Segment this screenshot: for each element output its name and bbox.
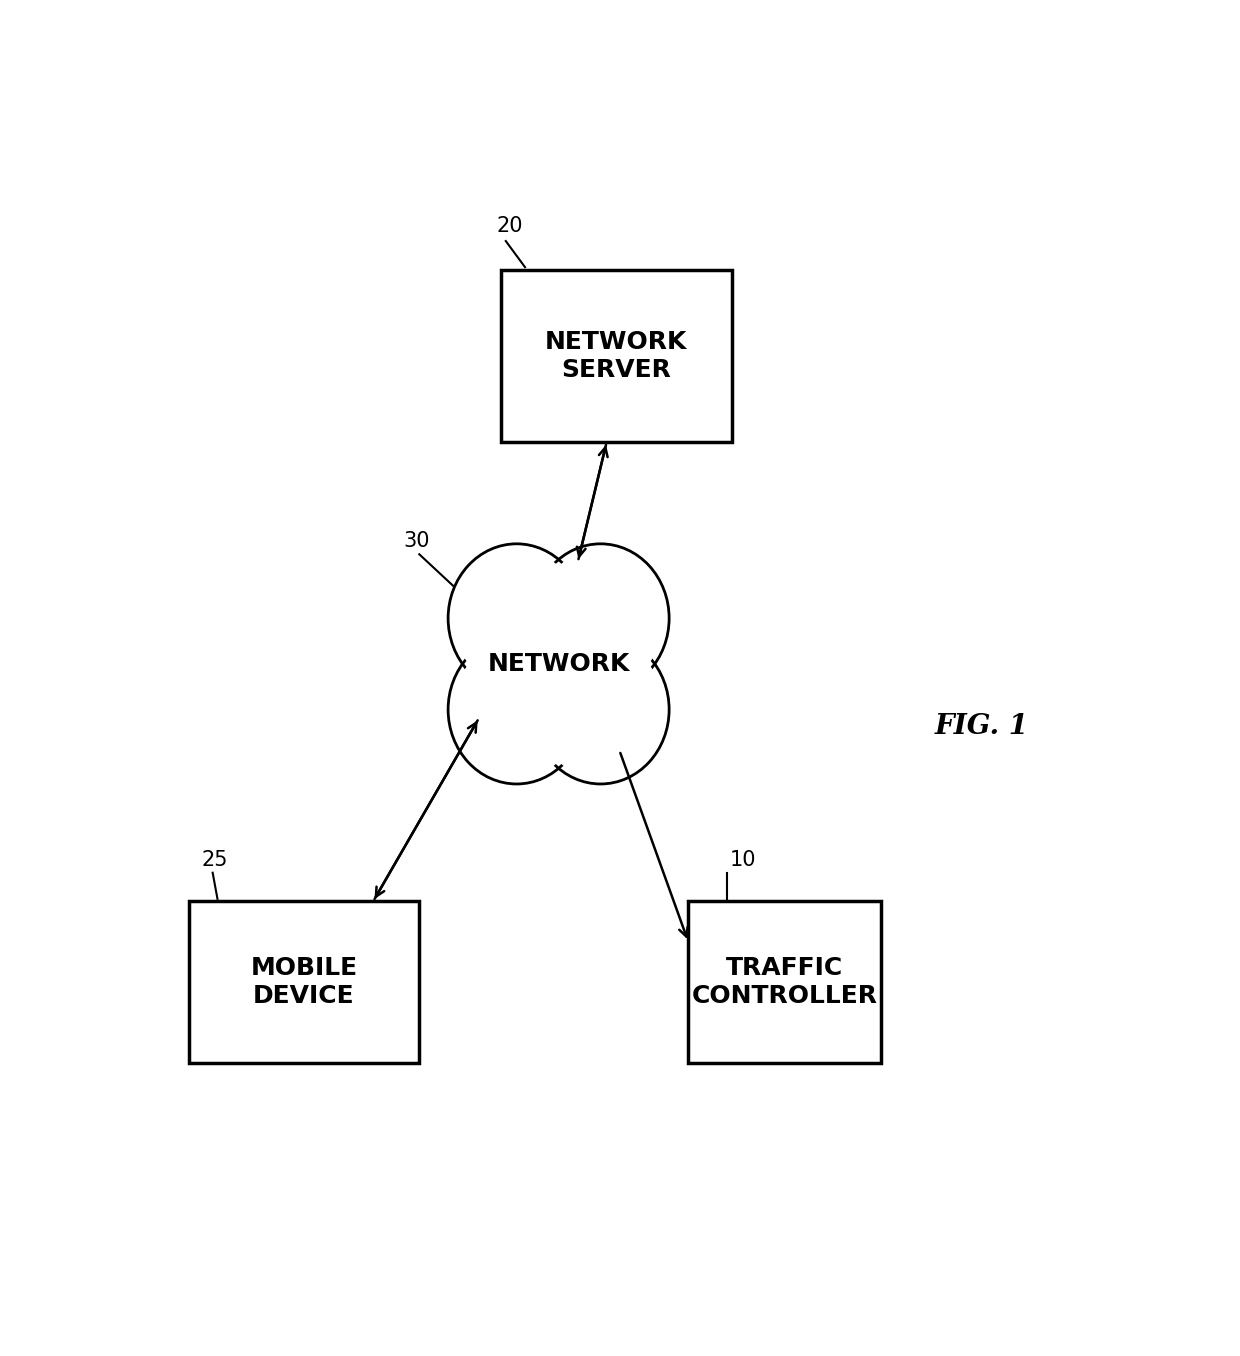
FancyBboxPatch shape <box>688 902 880 1063</box>
Circle shape <box>454 549 579 686</box>
Text: TRAFFIC
CONTROLLER: TRAFFIC CONTROLLER <box>692 956 878 1009</box>
FancyBboxPatch shape <box>501 270 732 442</box>
Text: FIG. 1: FIG. 1 <box>935 713 1028 740</box>
Circle shape <box>538 549 663 686</box>
Circle shape <box>532 635 670 784</box>
Text: 10: 10 <box>729 850 756 869</box>
Circle shape <box>448 635 585 784</box>
Circle shape <box>532 544 670 693</box>
Text: MOBILE
DEVICE: MOBILE DEVICE <box>250 956 357 1009</box>
Circle shape <box>454 641 579 778</box>
Text: 25: 25 <box>201 850 228 869</box>
Circle shape <box>538 641 663 778</box>
Text: 20: 20 <box>496 216 522 236</box>
FancyBboxPatch shape <box>188 902 419 1063</box>
Text: 30: 30 <box>403 532 429 551</box>
Circle shape <box>448 544 585 693</box>
Text: NETWORK
SERVER: NETWORK SERVER <box>546 330 687 382</box>
Text: NETWORK: NETWORK <box>487 652 630 675</box>
